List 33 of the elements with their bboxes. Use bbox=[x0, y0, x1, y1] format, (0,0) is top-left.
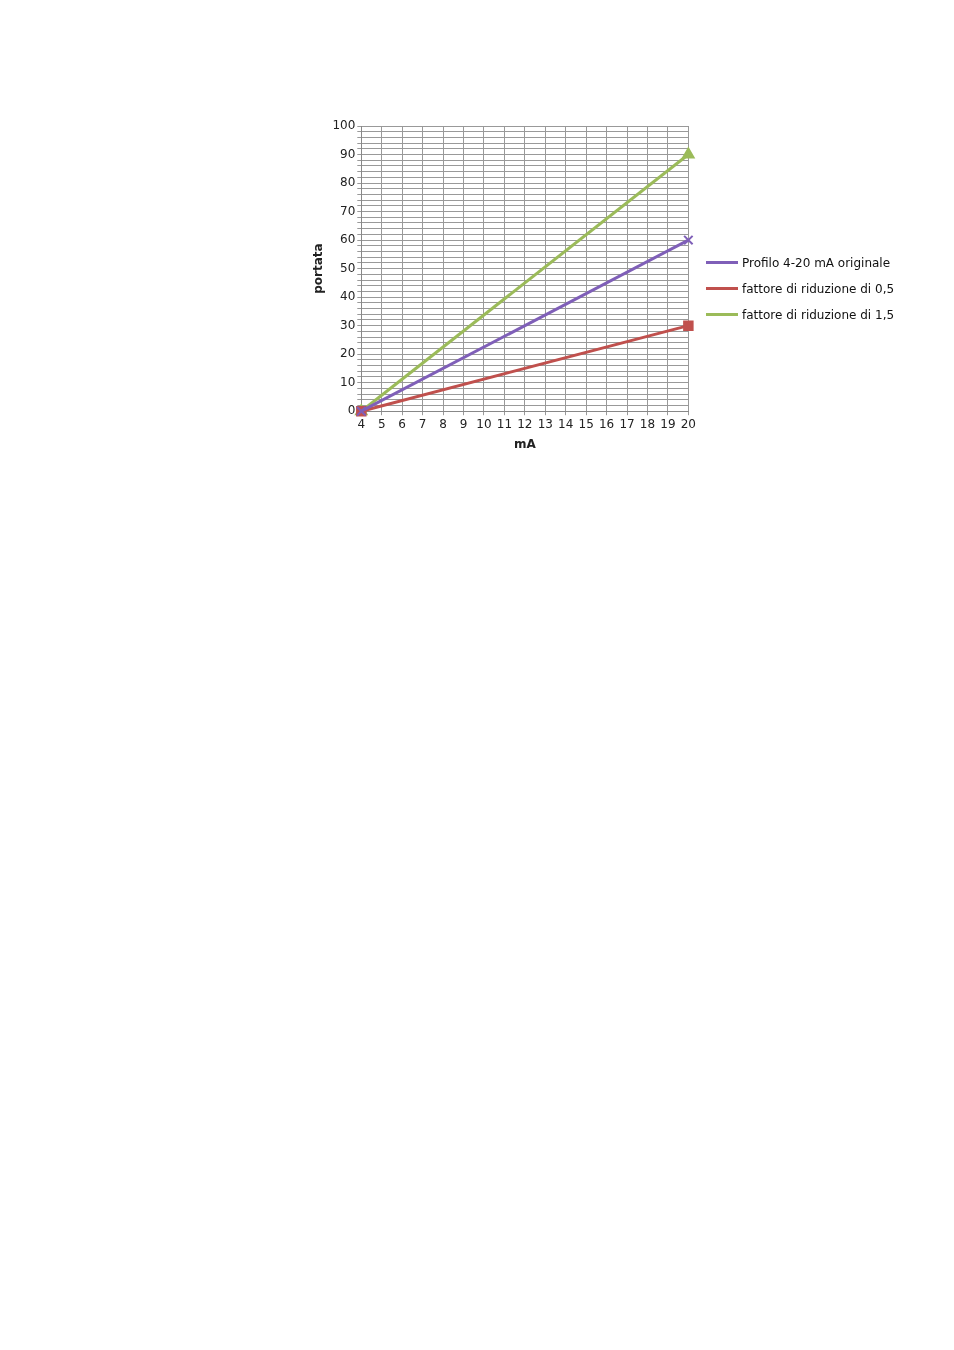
y-tick-label: 90 bbox=[340, 146, 356, 161]
x-tick-label: 6 bbox=[398, 416, 407, 431]
x-tick-label: 4 bbox=[357, 416, 366, 431]
x-tick-label: 14 bbox=[558, 416, 574, 431]
x-tick-label: 7 bbox=[418, 416, 427, 431]
x-tick-label: 19 bbox=[660, 416, 676, 431]
legend-label: fattore di riduzione di 1,5 bbox=[742, 307, 895, 322]
x-tick-label: 13 bbox=[537, 416, 553, 431]
x-tick-label: 15 bbox=[578, 416, 594, 431]
y-tick-label: 20 bbox=[340, 346, 356, 361]
x-tick-label: 12 bbox=[517, 416, 533, 431]
x-tick-label: 9 bbox=[459, 416, 468, 431]
y-tick-label: 0 bbox=[347, 403, 356, 418]
y-tick-label: 100 bbox=[332, 118, 356, 133]
legend-label: fattore di riduzione di 0,5 bbox=[742, 281, 895, 296]
x-axis-title: mA bbox=[513, 436, 537, 451]
y-tick-label: 70 bbox=[340, 203, 356, 218]
legend-label: Profilo 4-20 mA originale bbox=[742, 255, 891, 270]
y-tick-label: 10 bbox=[340, 374, 356, 389]
x-tick-label: 10 bbox=[476, 416, 492, 431]
x-tick-label: 16 bbox=[598, 416, 615, 431]
x-tick-label: 17 bbox=[619, 416, 635, 431]
x-tick-label: 11 bbox=[496, 416, 513, 431]
y-tick-label: 60 bbox=[340, 232, 356, 247]
x-tick-label: 5 bbox=[377, 416, 386, 431]
x-tick-label: 8 bbox=[439, 416, 447, 431]
y-tick-label: 50 bbox=[340, 260, 356, 275]
x-tick-label: 18 bbox=[639, 416, 656, 431]
y-tick-label: 30 bbox=[340, 317, 356, 332]
x-tick-label: 20 bbox=[680, 416, 697, 431]
y-tick-label: 40 bbox=[340, 289, 356, 304]
y-axis-title: portata bbox=[311, 243, 326, 294]
y-tick-label: 80 bbox=[340, 175, 356, 190]
